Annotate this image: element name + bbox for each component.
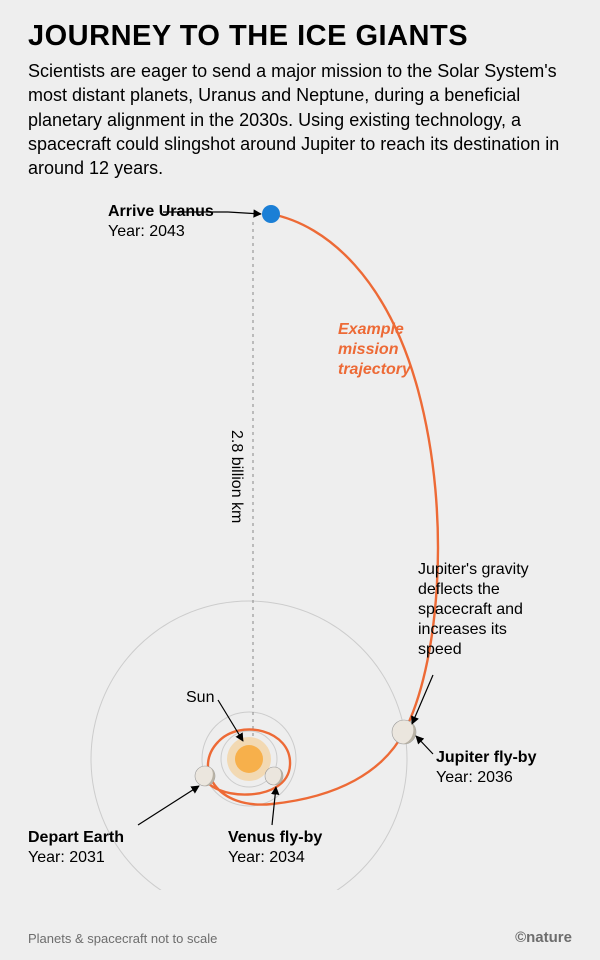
arrive-year: Year: 2043 <box>108 223 185 240</box>
depart-year: Year: 2031 <box>28 849 105 866</box>
jupiter-label: Jupiter fly-by Year: 2036 <box>436 748 536 788</box>
trajectory-diagram: Arrive Uranus Year: 2043 Example mission… <box>28 190 572 890</box>
footer-note: Planets & spacecraft not to scale <box>28 931 217 946</box>
trajectory-label: Example mission trajectory <box>338 320 448 380</box>
page-subtitle: Scientists are eager to send a major mis… <box>28 59 572 180</box>
venus-label: Venus fly-by Year: 2034 <box>228 828 322 868</box>
sun-label: Sun <box>186 688 214 708</box>
venus-year: Year: 2034 <box>228 849 305 866</box>
distance-label: 2.8 billion km <box>226 430 246 523</box>
credit: ©nature <box>515 929 572 946</box>
arrive-label: Arrive Uranus Year: 2043 <box>108 202 214 242</box>
infographic-container: JOURNEY TO THE ICE GIANTS Scientists are… <box>0 0 600 960</box>
arrive-title: Arrive Uranus <box>108 203 214 220</box>
venus-title: Venus fly-by <box>228 829 322 846</box>
jupiter-title: Jupiter fly-by <box>436 749 536 766</box>
depart-label: Depart Earth Year: 2031 <box>28 828 124 868</box>
jupiter-annotation: Jupiter's gravity deflects the spacecraf… <box>418 560 548 660</box>
page-title: JOURNEY TO THE ICE GIANTS <box>28 20 572 53</box>
jupiter-year: Year: 2036 <box>436 769 513 786</box>
depart-title: Depart Earth <box>28 829 124 846</box>
